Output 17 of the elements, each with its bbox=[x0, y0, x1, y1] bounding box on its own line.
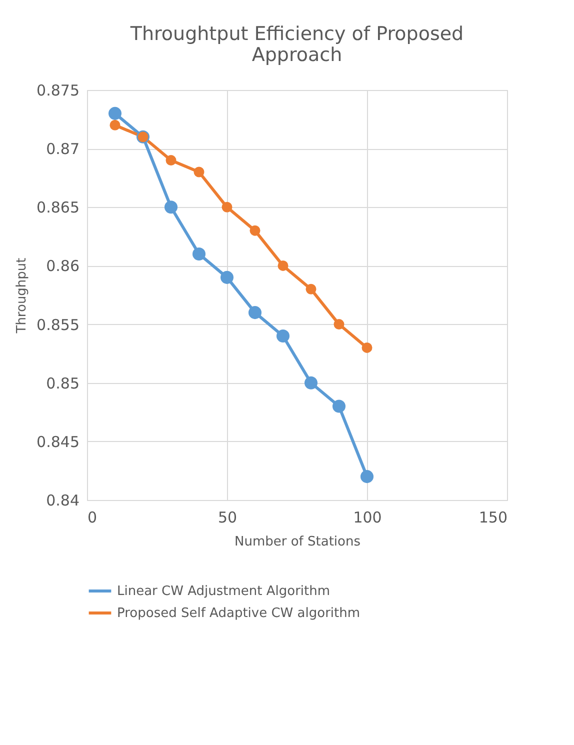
y-tick-label: 0.85 bbox=[46, 374, 80, 392]
x-tick-label: 100 bbox=[353, 508, 382, 526]
chart-title: Throughtput Efficiency of Proposed Approach bbox=[129, 23, 464, 66]
y-tick-label: 0.875 bbox=[36, 82, 80, 100]
y-tick-label: 0.845 bbox=[36, 432, 80, 451]
x-axis-title: Number of Stations bbox=[234, 534, 361, 550]
x-tick-label: 150 bbox=[478, 508, 508, 526]
y-tick-label: 0.855 bbox=[36, 316, 80, 334]
x-tick-label: 0 bbox=[88, 508, 98, 526]
y-tick-label: 0.865 bbox=[36, 198, 80, 217]
y-tick-label: 0.84 bbox=[46, 492, 80, 510]
y-tick-label: 0.87 bbox=[46, 140, 80, 158]
legend-label: Proposed Self Adaptive CW algorithm bbox=[117, 606, 360, 621]
y-tick-label: 0.86 bbox=[46, 257, 80, 276]
y-axis-title: Throughput bbox=[14, 258, 30, 334]
legend-label: Linear CW Adjustment Algorithm bbox=[117, 584, 330, 599]
x-tick-label: 50 bbox=[218, 508, 238, 526]
